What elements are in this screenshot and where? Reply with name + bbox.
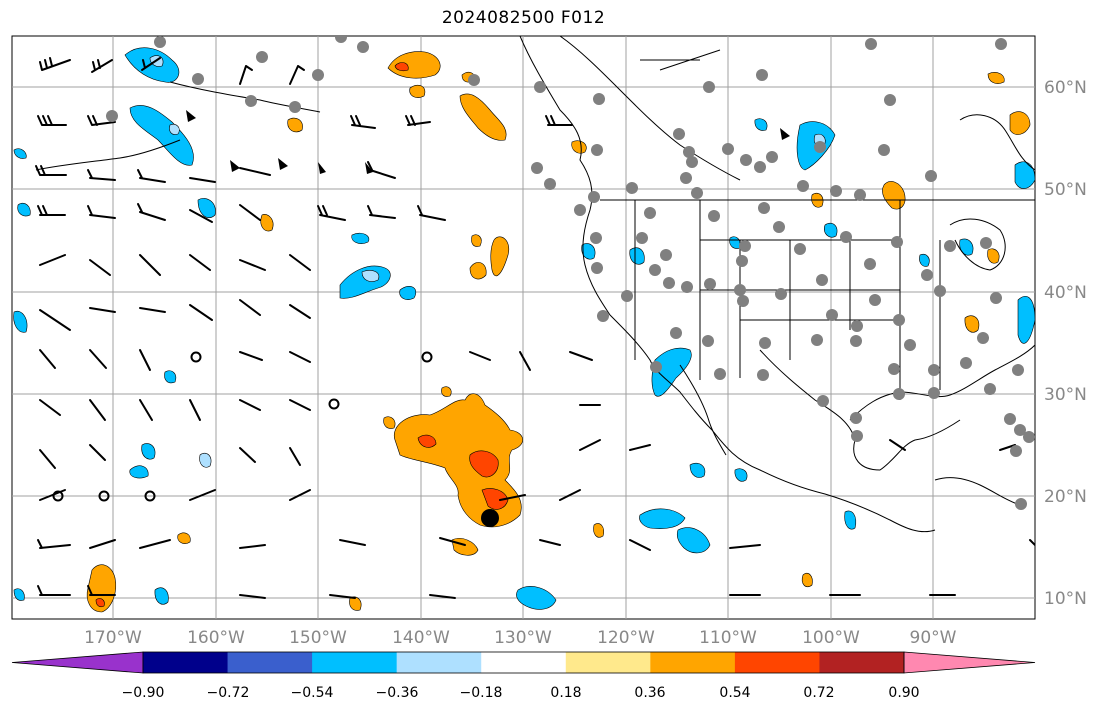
lat-label: 30°N <box>1044 385 1087 405</box>
positive-anomaly-core <box>481 488 509 510</box>
colorbar-tick-label: −0.90 <box>122 685 165 701</box>
colorbar-tick-label: 0.72 <box>803 685 834 701</box>
wind-barbs <box>35 57 1035 599</box>
negative-field <box>13 47 1035 610</box>
colorbar-segment <box>396 652 482 673</box>
positive-anomaly-alaska <box>394 62 409 72</box>
longitude-labels: 170°W 160°W 150°W 140°W 130°W 120°W 110°… <box>84 628 957 648</box>
station-dots <box>106 36 1035 510</box>
colorbar-extend-min <box>11 651 144 674</box>
gridlines <box>12 36 1035 619</box>
colorbar-tick-label: 0.54 <box>719 685 750 701</box>
lat-label: 40°N <box>1044 283 1087 303</box>
lat-label: 60°N <box>1044 78 1087 98</box>
positive-anomaly-core <box>417 434 437 448</box>
colorbar-segment <box>565 652 651 673</box>
colorbar <box>11 651 1036 674</box>
colorbar-outline <box>142 651 905 674</box>
positive-anomaly-alaska <box>387 51 441 79</box>
plot-title: 2024082500 F012 <box>441 8 606 28</box>
calm-circles <box>52 351 433 502</box>
colorbar-tick-label: −0.72 <box>207 685 250 701</box>
colorbar-tick-label: 0.36 <box>634 685 665 701</box>
lat-label: 10°N <box>1044 589 1087 609</box>
lon-label: 170°W <box>84 628 142 648</box>
coastlines <box>35 36 1035 533</box>
colorbar-segment <box>734 652 820 673</box>
colorbar-tick-labels: −0.90 −0.72 −0.54 −0.36 −0.18 0.18 0.36 … <box>122 685 920 701</box>
colorbar-segment <box>819 652 905 673</box>
colorbar-tick-label: 0.90 <box>888 685 919 701</box>
lon-label: 130°W <box>494 628 552 648</box>
colorbar-segment <box>312 652 398 673</box>
lon-label: 160°W <box>187 628 245 648</box>
colorbar-tick-label: −0.36 <box>376 685 419 701</box>
lat-label: 20°N <box>1044 487 1087 507</box>
lon-label: 90°W <box>910 628 957 648</box>
storm-center-marker <box>481 509 499 527</box>
colorbar-tick-label: −0.54 <box>291 685 334 701</box>
lat-label: 50°N <box>1044 180 1087 200</box>
colorbar-segment <box>650 652 736 673</box>
latitude-labels: 60°N 50°N 40°N 30°N 20°N 10°N <box>1044 78 1087 609</box>
colorbar-tick-label: 0.18 <box>550 685 581 701</box>
wind-barb-flags <box>186 110 790 174</box>
lon-label: 110°W <box>699 628 757 648</box>
colorbar-segment <box>143 652 229 673</box>
lon-label: 150°W <box>289 628 347 648</box>
colorbar-segment <box>481 652 567 673</box>
lon-label: 140°W <box>392 628 450 648</box>
colorbar-segment <box>227 652 313 673</box>
positive-field <box>86 51 1031 613</box>
lon-label: 100°W <box>802 628 860 648</box>
colorbar-extend-max <box>903 651 1036 674</box>
lon-label: 120°W <box>597 628 655 648</box>
colorbar-tick-label: −0.18 <box>460 685 503 701</box>
positive-anomaly-core <box>469 450 499 478</box>
